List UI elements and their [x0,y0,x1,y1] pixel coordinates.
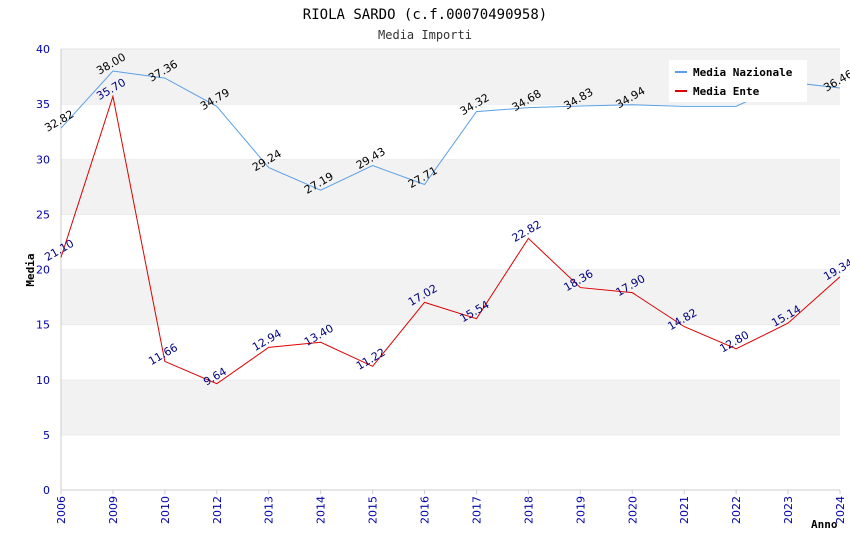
chart-title: RIOLA SARDO (c.f.00070490958) [303,7,547,23]
x-tick-label: 2013 [263,496,276,524]
series-line-nazionale [60,70,841,191]
grid-band [61,434,840,490]
x-tick-label: 2006 [55,496,68,524]
legend: Media Nazionale Media Ente [669,60,807,102]
x-axis-label: Anno [811,518,838,531]
grid-band [61,214,840,270]
legend-label-ente: Media Ente [693,85,760,98]
grid-band [61,324,840,380]
x-tick-label: 2017 [470,496,483,524]
x-tick-label: 2016 [419,496,432,524]
axes [60,49,841,494]
x-tick-label: 2024 [834,496,847,524]
x-tick-label: 2020 [626,496,639,524]
x-tick-label: 2014 [315,496,328,524]
x-tick-label: 2010 [159,496,172,524]
x-tick-label: 2009 [107,496,120,524]
x-tick-label: 2022 [730,496,743,524]
x-tick-label: 2021 [678,496,691,524]
grid-band [61,379,840,435]
y-tick-label: 25 [36,208,50,221]
x-tick-label: 2023 [782,496,795,524]
legend-box [669,60,807,102]
chart-subtitle: Media Importi [378,28,472,42]
legend-label-nazionale: Media Nazionale [693,66,793,79]
y-tick-label: 30 [36,153,50,166]
x-tick-labels: 2006 2009 2010 2012 2013 2014 2015 2016 2017 2018… [55,496,847,524]
series-lines [60,70,841,385]
x-tick-label: 2015 [367,496,380,524]
x-tick-label: 2012 [211,496,224,524]
x-tick-label: 2019 [574,496,587,524]
y-tick-labels: 0 5 10 15 20 25 30 35 40 [36,43,50,497]
x-tick-label: 2018 [522,496,535,524]
grid-band [61,269,840,325]
y-tick-label: 35 [36,98,50,111]
y-tick-label: 15 [36,319,50,332]
y-tick-label: 5 [43,429,50,442]
grid-bands [61,48,840,490]
y-tick-label: 0 [43,484,50,497]
grid-band [61,104,840,160]
y-axis-label: Media [24,253,37,286]
series-line-ente [60,94,841,385]
y-tick-label: 40 [36,43,50,56]
y-tick-label: 10 [36,374,50,387]
grid-band [61,159,840,215]
y-tick-label: 20 [36,264,50,277]
